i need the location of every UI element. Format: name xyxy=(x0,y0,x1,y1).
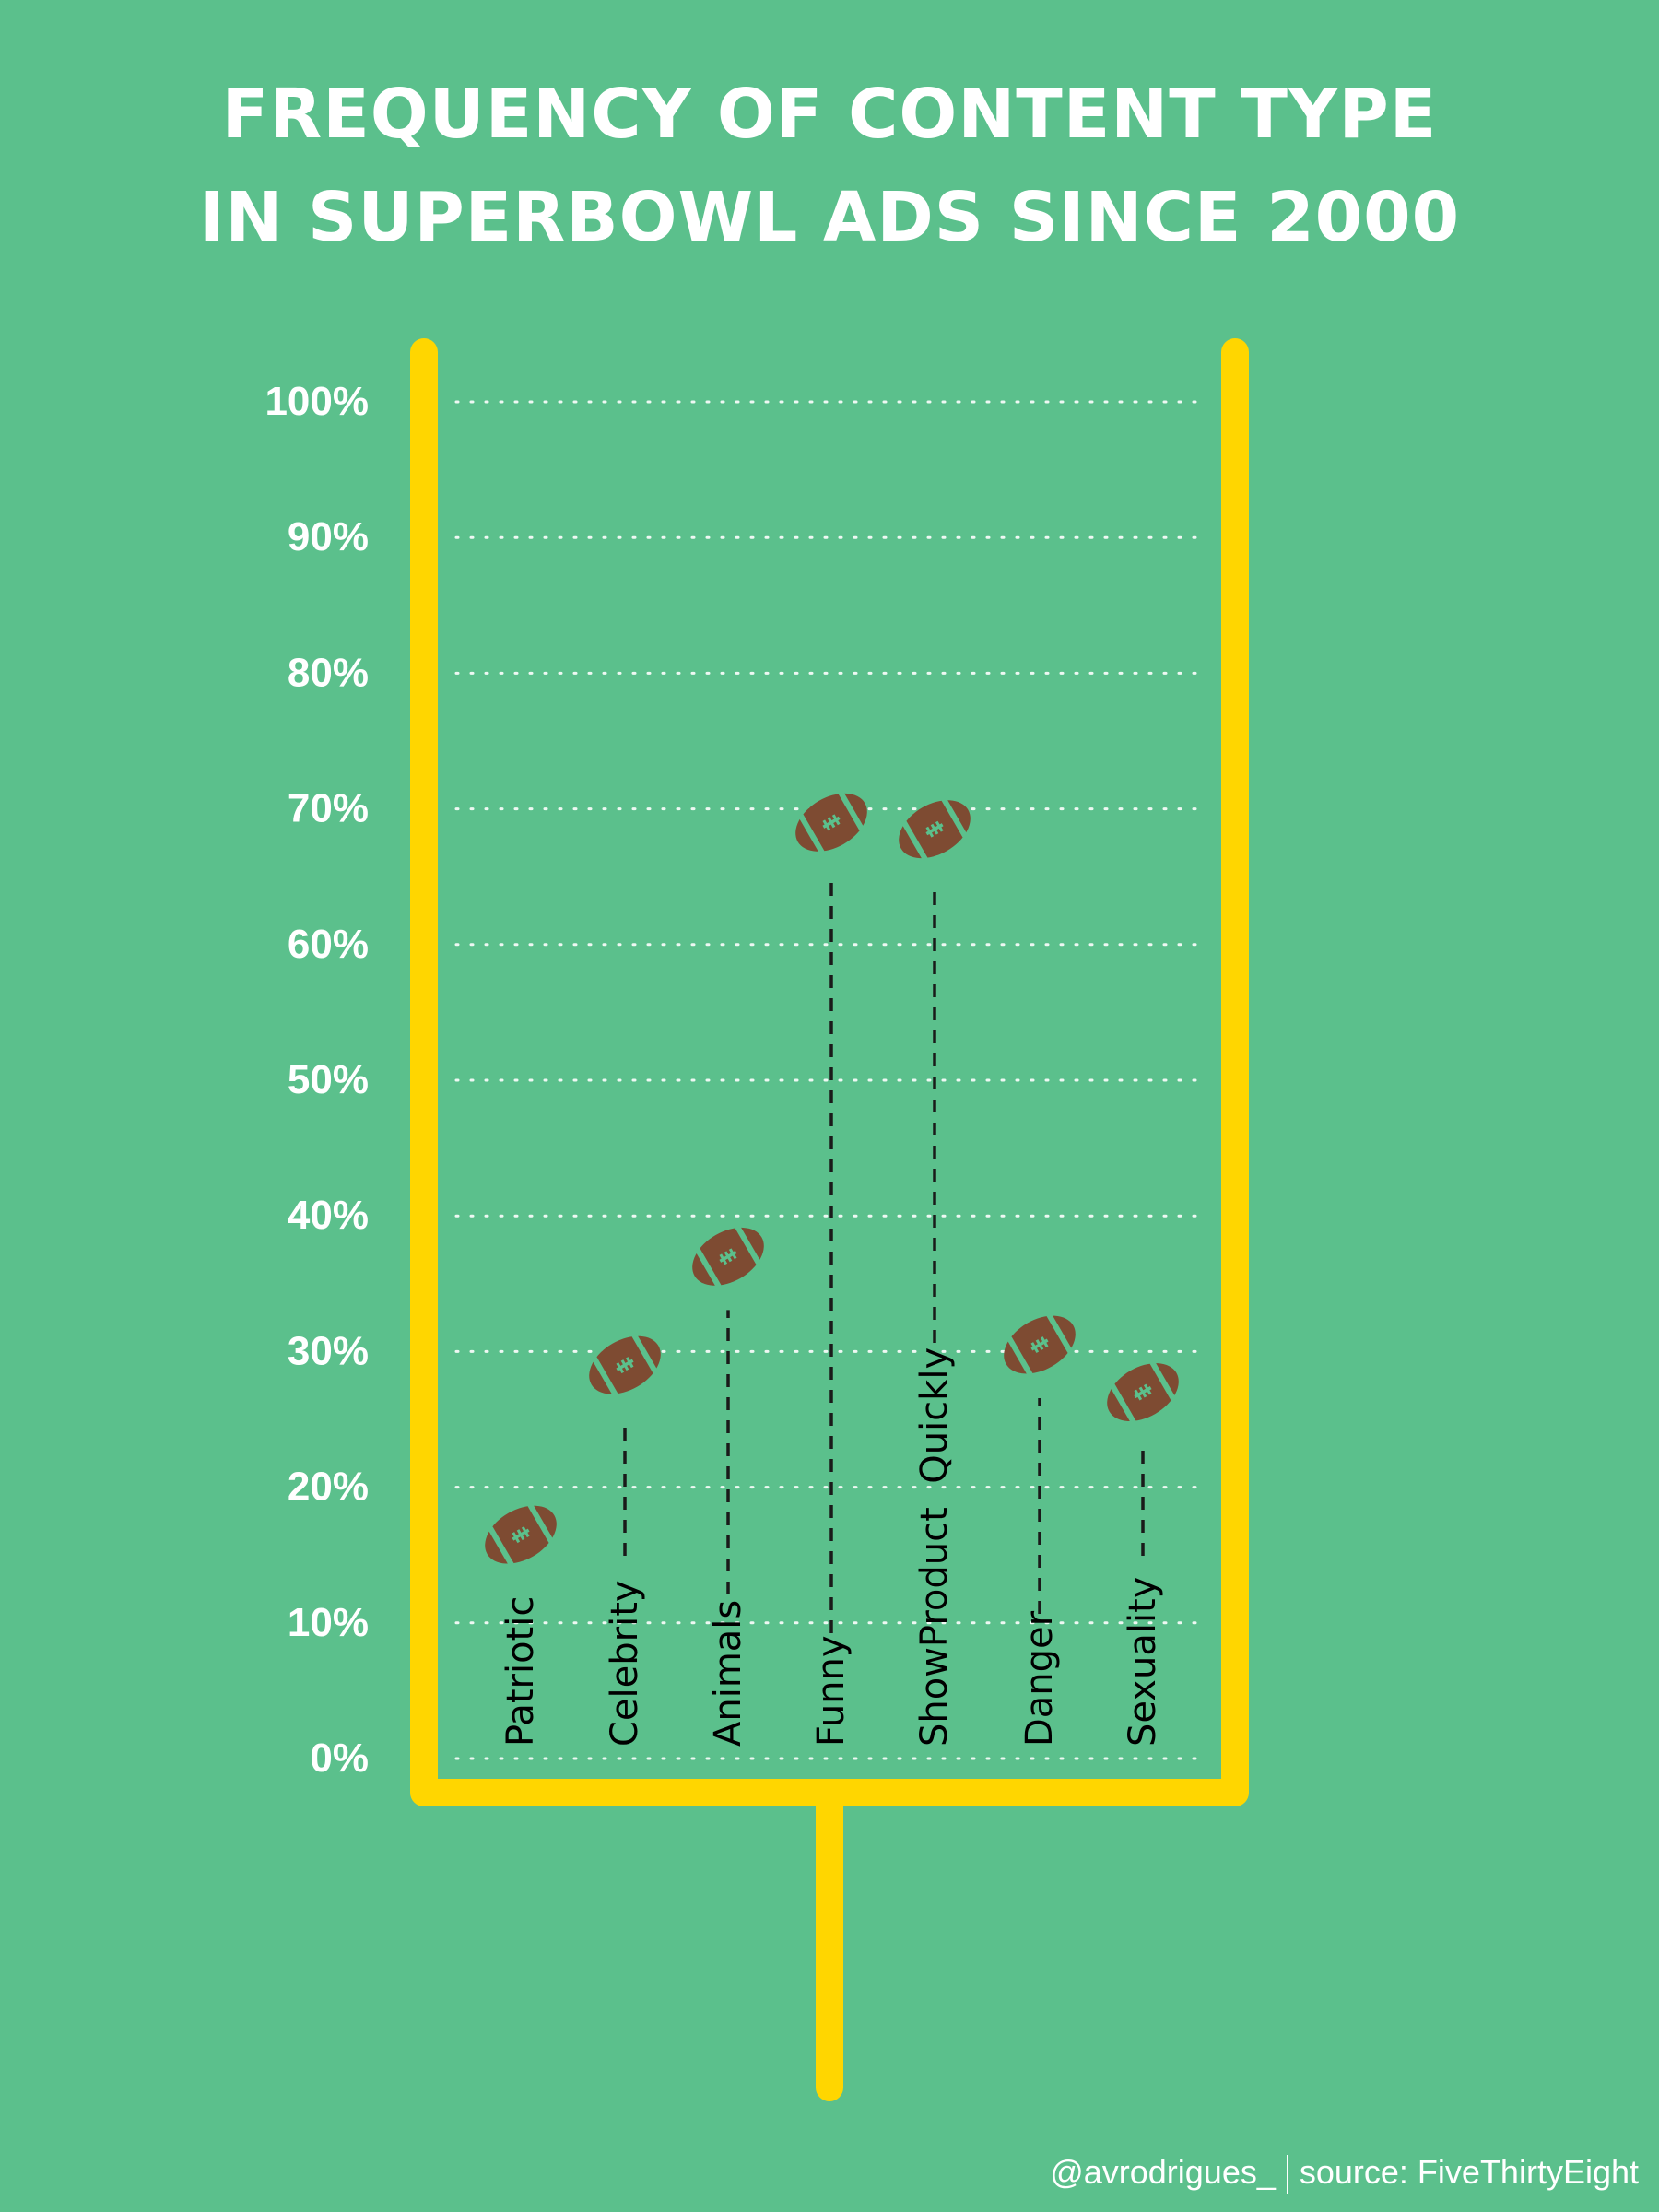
goalpost-frame xyxy=(410,338,1249,1806)
football-stripe xyxy=(1006,1336,1033,1376)
football-lace xyxy=(1138,1386,1147,1398)
football-icon xyxy=(485,1503,557,1567)
football-stripe xyxy=(838,791,865,831)
credit-line: @avrodrigues_ source: FiveThirtyEight xyxy=(1050,2153,1639,2194)
football-stripe xyxy=(631,1334,658,1374)
football-stripe xyxy=(1149,1360,1176,1401)
football-icon xyxy=(899,797,971,861)
football-lace xyxy=(1030,1342,1040,1353)
category-labels: Patriotic Celebrity Animals Funny ShowProduc… xyxy=(500,1347,1164,1747)
category-label: ShowProduct Quickly xyxy=(913,1347,956,1747)
football-stripe xyxy=(735,1225,761,1265)
football-stripe xyxy=(592,1357,618,1397)
y-tick-label: 90% xyxy=(288,514,369,559)
y-tick-label: 0% xyxy=(310,1735,369,1781)
category-label: Sexuality xyxy=(1122,1577,1164,1747)
football-lace xyxy=(719,1253,728,1265)
y-tick-label: 20% xyxy=(288,1465,369,1510)
football-lace xyxy=(1134,1389,1143,1401)
football-lace xyxy=(616,1362,625,1374)
category-label: Animals xyxy=(707,1600,749,1747)
football-lace xyxy=(1143,1383,1152,1395)
category-label: Funny xyxy=(810,1635,853,1747)
football-stripe xyxy=(798,814,825,854)
y-tick-label: 30% xyxy=(288,1328,369,1373)
football-lace xyxy=(516,1529,525,1541)
football-stripe xyxy=(488,1526,514,1567)
y-tick-label: 70% xyxy=(288,786,369,831)
football-lace xyxy=(831,814,841,826)
y-axis-tick-labels: 0% 10% 20% 30% 40% 50% 60% 70% 80% 90% 100% xyxy=(265,379,369,1781)
y-tick-label: 80% xyxy=(288,650,369,695)
source-text: source: FiveThirtyEight xyxy=(1299,2152,1639,2191)
chart-title: FREQUENCY OF CONTENT TYPE IN SUPERBOWL A… xyxy=(0,63,1659,269)
football-stripe xyxy=(1046,1313,1073,1353)
football-lace xyxy=(728,1248,737,1260)
football-lace xyxy=(1040,1336,1049,1347)
football-icon xyxy=(589,1334,661,1397)
football-lace xyxy=(930,823,939,835)
y-tick-label: 40% xyxy=(288,1193,369,1238)
football-lace xyxy=(935,820,944,832)
football-lace xyxy=(724,1251,733,1263)
y-tick-label: 50% xyxy=(288,1057,369,1102)
football-icon xyxy=(795,791,867,854)
football-lace xyxy=(512,1532,521,1544)
football-stripe xyxy=(1110,1383,1136,1424)
goalpost xyxy=(410,338,1249,2101)
category-label: Patriotic xyxy=(500,1596,542,1747)
credit-separator xyxy=(1286,2155,1288,2194)
football-lace xyxy=(620,1359,629,1371)
football-lace xyxy=(625,1357,634,1369)
football-icon xyxy=(692,1225,764,1288)
football-stripe xyxy=(941,797,968,838)
y-tick-label: 10% xyxy=(288,1600,369,1645)
football-markers xyxy=(485,791,1179,1567)
football-icon xyxy=(1004,1313,1076,1376)
value-stems xyxy=(623,876,1145,1633)
football-lace xyxy=(827,817,836,829)
football-stripe xyxy=(901,820,928,861)
football-icon xyxy=(1107,1360,1179,1424)
y-tick-label: 100% xyxy=(265,379,369,424)
chart-title-line-1: FREQUENCY OF CONTENT TYPE xyxy=(221,75,1438,154)
chart-title-line-2: IN SUPERBOWL ADS SINCE 2000 xyxy=(198,178,1461,257)
football-lace xyxy=(822,819,831,831)
football-lace xyxy=(925,826,935,838)
football-stripe xyxy=(695,1248,722,1288)
football-lace xyxy=(1035,1339,1044,1350)
author-handle: @avrodrigues_ xyxy=(1050,2152,1276,2191)
y-tick-label: 60% xyxy=(288,922,369,967)
football-lace xyxy=(521,1526,530,1538)
gridlines xyxy=(454,400,1202,1760)
category-label: Danger xyxy=(1018,1610,1061,1747)
category-label: Celebrity xyxy=(604,1580,646,1747)
football-stripe xyxy=(527,1503,554,1544)
